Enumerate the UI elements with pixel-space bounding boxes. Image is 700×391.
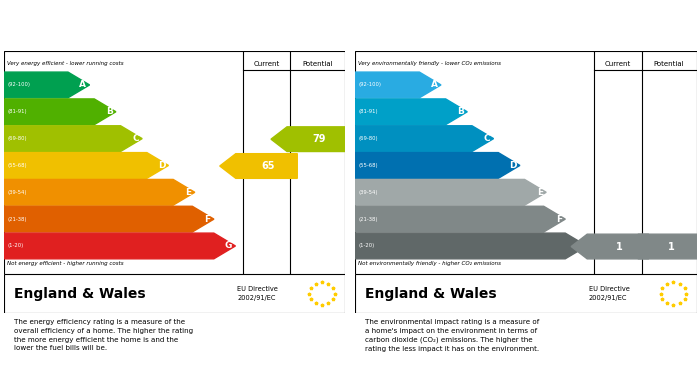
- Polygon shape: [571, 234, 649, 259]
- Polygon shape: [622, 234, 700, 259]
- Text: B: B: [457, 107, 464, 116]
- Polygon shape: [271, 127, 349, 152]
- Text: (39-54): (39-54): [8, 190, 27, 195]
- Text: (55-68): (55-68): [359, 163, 379, 168]
- Text: England & Wales: England & Wales: [365, 287, 497, 301]
- Polygon shape: [4, 72, 90, 98]
- Polygon shape: [355, 126, 493, 151]
- Text: F: F: [204, 215, 211, 224]
- Text: (81-91): (81-91): [8, 109, 27, 114]
- Polygon shape: [355, 72, 441, 98]
- Polygon shape: [355, 233, 587, 259]
- Polygon shape: [220, 154, 298, 178]
- Text: (92-100): (92-100): [8, 83, 31, 88]
- Text: Potential: Potential: [302, 61, 333, 67]
- Text: 1: 1: [616, 242, 623, 251]
- Polygon shape: [4, 126, 142, 151]
- Polygon shape: [4, 152, 169, 178]
- Text: 79: 79: [313, 134, 326, 144]
- Text: England & Wales: England & Wales: [14, 287, 146, 301]
- Polygon shape: [4, 206, 214, 232]
- Polygon shape: [4, 233, 235, 259]
- Text: The energy efficiency rating is a measure of the
overall efficiency of a home. T: The energy efficiency rating is a measur…: [14, 319, 193, 351]
- Polygon shape: [355, 206, 566, 232]
- Text: Current: Current: [605, 61, 631, 67]
- Text: E: E: [537, 188, 543, 197]
- Text: A: A: [79, 81, 86, 90]
- Text: (1-20): (1-20): [359, 244, 375, 248]
- Text: (55-68): (55-68): [8, 163, 27, 168]
- Text: F: F: [556, 215, 562, 224]
- Text: Potential: Potential: [654, 61, 685, 67]
- Text: (69-80): (69-80): [359, 136, 379, 141]
- Text: Not environmentally friendly - higher CO₂ emissions: Not environmentally friendly - higher CO…: [358, 260, 501, 265]
- Text: B: B: [106, 107, 113, 116]
- Text: G: G: [576, 242, 584, 251]
- Text: 65: 65: [262, 161, 275, 171]
- Text: Current: Current: [253, 61, 280, 67]
- Text: The environmental impact rating is a measure of
a home's impact on the environme: The environmental impact rating is a mea…: [365, 319, 540, 352]
- Text: (21-38): (21-38): [8, 217, 27, 222]
- Text: (69-80): (69-80): [8, 136, 27, 141]
- Text: C: C: [132, 134, 139, 143]
- Text: D: D: [158, 161, 165, 170]
- Text: (39-54): (39-54): [359, 190, 379, 195]
- Text: A: A: [430, 81, 438, 90]
- Text: 1: 1: [668, 242, 674, 251]
- Text: Very energy efficient - lower running costs: Very energy efficient - lower running co…: [7, 61, 123, 66]
- Polygon shape: [355, 179, 546, 205]
- Text: Environmental Impact (CO₂) Rating: Environmental Impact (CO₂) Rating: [363, 19, 596, 32]
- Text: (21-38): (21-38): [359, 217, 379, 222]
- Text: G: G: [225, 242, 232, 251]
- Text: E: E: [186, 188, 192, 197]
- Polygon shape: [355, 99, 468, 125]
- Text: Energy Efficiency Rating: Energy Efficiency Rating: [12, 19, 174, 32]
- Text: D: D: [509, 161, 517, 170]
- Text: C: C: [484, 134, 490, 143]
- Text: (92-100): (92-100): [359, 83, 382, 88]
- Polygon shape: [355, 152, 520, 178]
- Polygon shape: [4, 99, 116, 125]
- Text: (81-91): (81-91): [359, 109, 379, 114]
- Text: Very environmentally friendly - lower CO₂ emissions: Very environmentally friendly - lower CO…: [358, 61, 501, 66]
- Text: EU Directive
2002/91/EC: EU Directive 2002/91/EC: [237, 286, 279, 301]
- Text: (1-20): (1-20): [8, 244, 24, 248]
- Polygon shape: [4, 179, 195, 205]
- Text: Not energy efficient - higher running costs: Not energy efficient - higher running co…: [7, 260, 123, 265]
- Text: EU Directive
2002/91/EC: EU Directive 2002/91/EC: [589, 286, 630, 301]
